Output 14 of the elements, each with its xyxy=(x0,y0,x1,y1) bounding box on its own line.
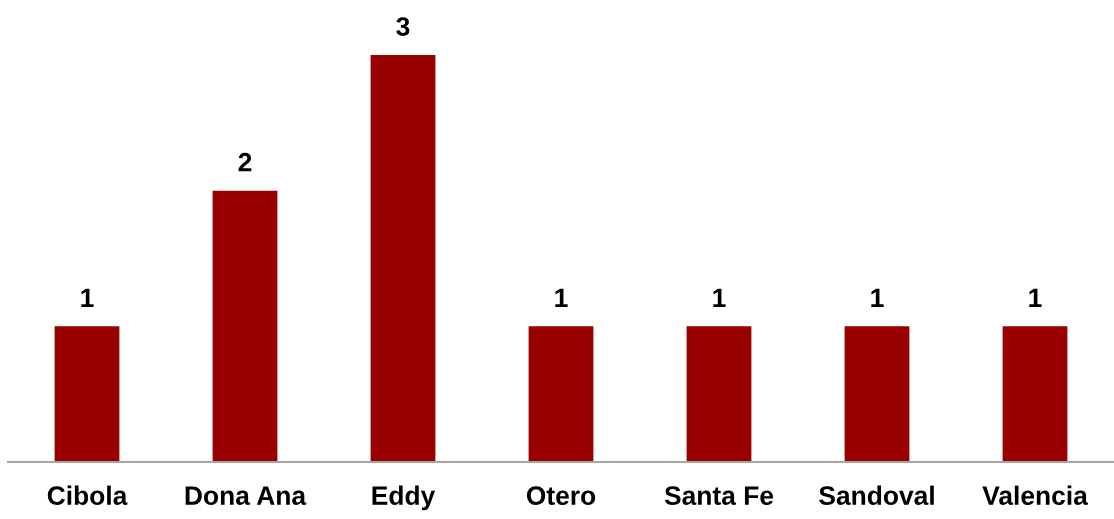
data-label: 1 xyxy=(81,288,94,307)
x-tick-label: Eddy xyxy=(372,485,436,511)
data-label: 2 xyxy=(238,152,252,172)
data-label: 1 xyxy=(1029,288,1042,307)
x-tick-label: Cibola xyxy=(47,485,128,505)
data-label: 1 xyxy=(555,288,568,307)
data-label: 1 xyxy=(871,288,884,307)
x-tick-label: Valencia xyxy=(982,485,1088,505)
x-tick-label: Dona Ana xyxy=(185,486,307,505)
x-tick-label: Sandoval xyxy=(819,485,934,505)
x-tick-label: Santa Fe xyxy=(664,486,774,505)
x-tick-label: Otero xyxy=(526,486,596,505)
data-label: 3 xyxy=(396,17,410,36)
data-label: 1 xyxy=(713,288,726,307)
